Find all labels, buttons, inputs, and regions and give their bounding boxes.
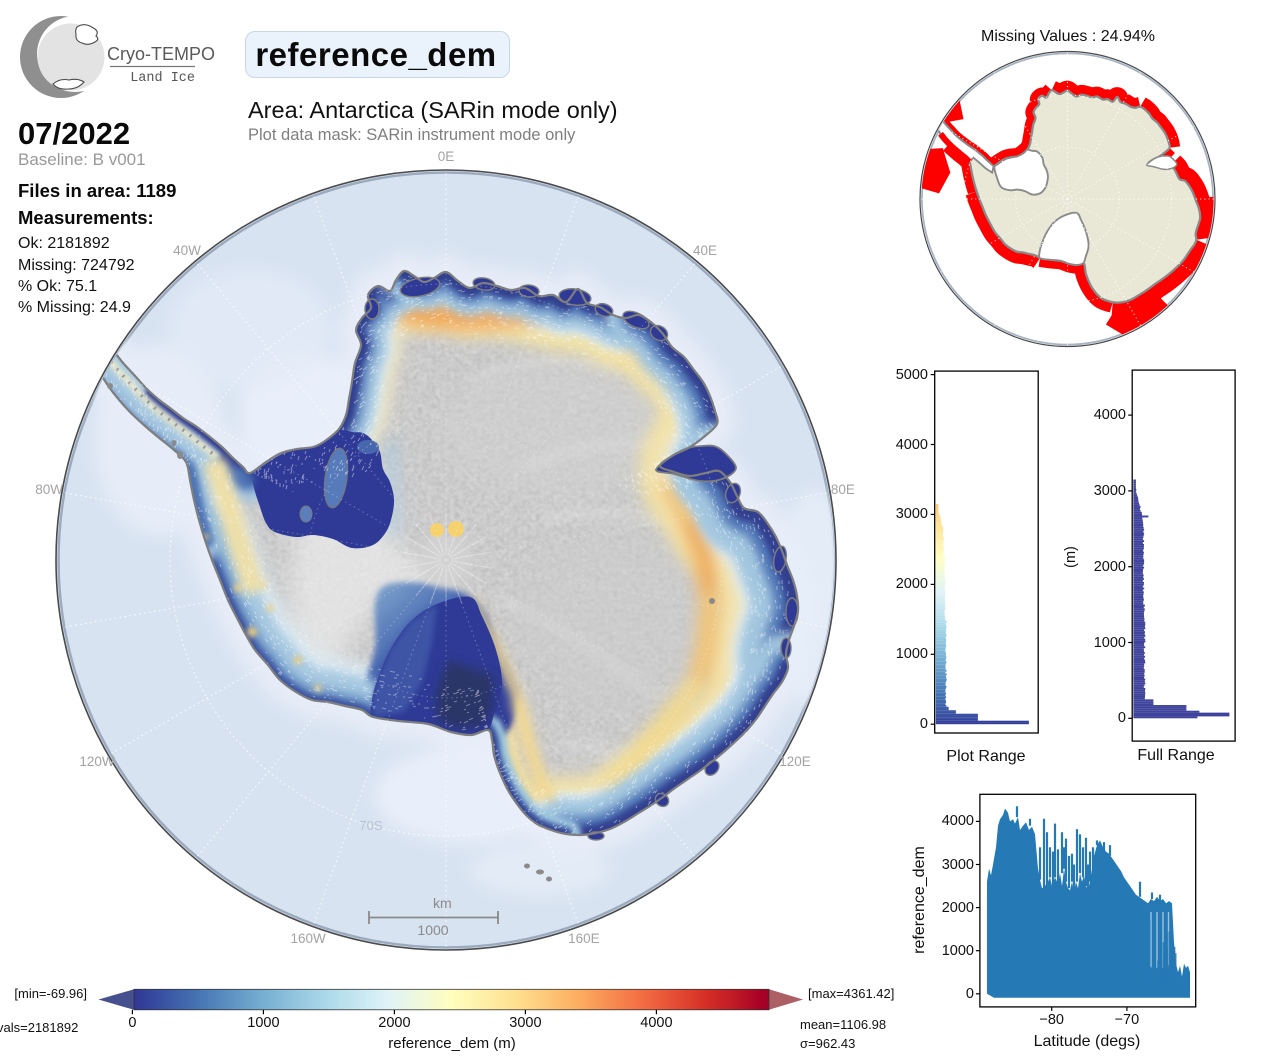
svg-text:Land Ice: Land Ice — [130, 71, 195, 86]
svg-text:Cryo-TEMPO: Cryo-TEMPO — [107, 44, 215, 64]
